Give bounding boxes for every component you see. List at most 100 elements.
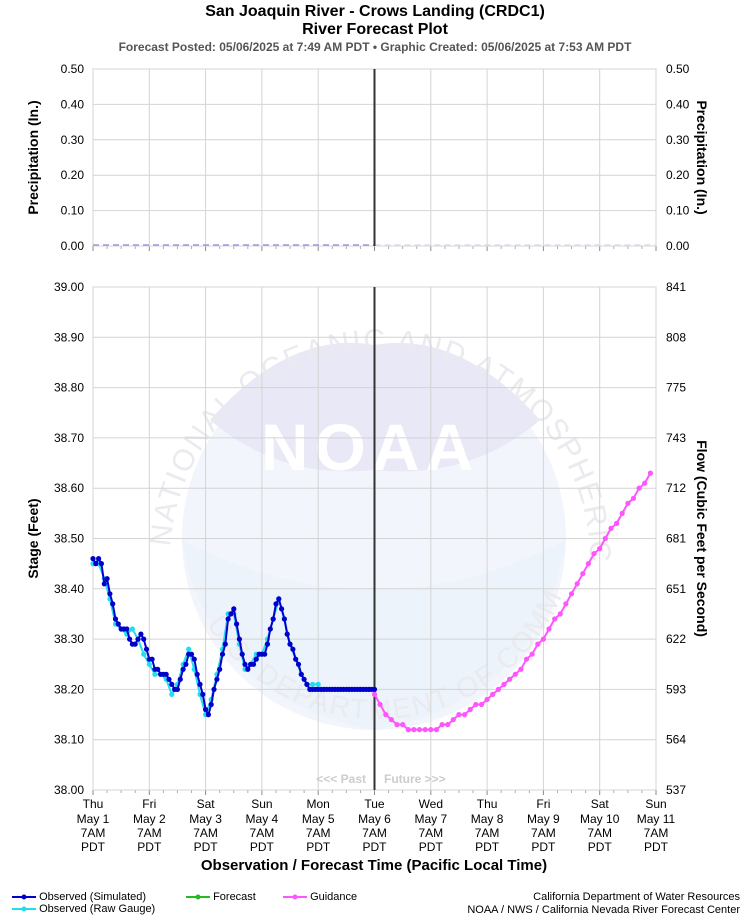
series-point-observed-simulated [163,671,169,677]
posted-info: Forecast Posted: 05/06/2025 at 7:49 AM P… [118,40,632,54]
series-point-guidance [557,611,563,617]
series-point-guidance [478,701,485,708]
stage-ytick-label: 38.00 [54,783,84,797]
precip-ytick-label-right: 0.40 [666,97,690,111]
stage-ytick-label-right: 681 [666,532,686,546]
observed-sim-marker-icon [12,894,36,900]
x-tick-date: May 1 [77,812,110,826]
series-point-observed-simulated [191,656,197,662]
x-tick-date: May 5 [302,812,335,826]
x-tick-tz: PDT [644,840,669,854]
series-point-observed-simulated [169,681,175,688]
stage-ytick-label-right: 808 [666,330,686,344]
x-tick-tz: PDT [137,840,162,854]
series-point-guidance [411,727,417,733]
x-tick-time: 7AM [306,826,331,840]
precip-ytick-label: 0.50 [61,62,85,76]
series-point-guidance [642,480,648,486]
series-point-observed-simulated [174,686,180,693]
series-point-observed-simulated [234,621,240,627]
x-tick-tz: PDT [419,840,444,854]
series-point-guidance [535,641,541,647]
series-point-guidance [614,520,620,527]
series-point-guidance [371,691,378,698]
legend-forecast-label: Forecast [213,891,256,903]
x-tick-time: 7AM [587,826,612,840]
series-point-guidance [602,535,608,542]
series-point-observed-simulated [203,706,209,713]
future-label: Future >>> [384,772,446,786]
stage-ytick-label: 38.20 [54,682,84,696]
series-point-guidance [467,706,473,713]
series-point-guidance [416,727,423,733]
series-point-observed-simulated [236,636,242,642]
series-point-guidance [552,616,558,622]
series-point-observed-simulated [177,676,183,682]
series-point-guidance [433,727,439,733]
series-point-observed-simulated [245,666,251,672]
series-point-guidance [383,712,389,718]
series-point-observed-simulated [287,641,293,647]
series-point-guidance [495,686,501,693]
series-point-observed-simulated [214,676,220,682]
series-point-guidance [597,546,603,552]
series-point-observed-simulated [219,651,226,657]
series-point-observed-simulated [276,596,282,602]
series-point-observed-simulated [270,616,276,622]
series-point-guidance [428,727,434,733]
series-point-observed-simulated [96,556,102,562]
series-point-observed-simulated [290,646,296,652]
noaa-logo-text: NOAA [261,410,479,484]
x-tick-tz: PDT [531,840,556,854]
series-point-observed-simulated [267,626,273,632]
x-tick-tz: PDT [194,840,219,854]
series-point-observed-simulated [293,656,299,662]
series-point-guidance [647,470,654,476]
series-point-observed-simulated [135,636,141,642]
observed-raw-marker-icon [12,906,36,912]
series-point-observed-simulated [166,676,172,682]
series-point-observed-simulated [279,606,285,612]
stage-ylabel-right: Flow (Cubic Feet per Second) [694,440,710,637]
precip-ytick-label: 0.20 [61,168,85,182]
series-point-observed-simulated [205,712,211,718]
series-point-guidance [568,591,575,597]
series-point-guidance [591,551,597,557]
chart-subtitle: River Forecast Plot [302,21,448,38]
series-point-observed-simulated [371,686,378,693]
series-point-guidance [630,495,637,501]
series-point-observed-raw-gauge [310,681,316,688]
series-point-observed-simulated [180,666,186,672]
precipitation-panel: 0.00 0.00 0.10 0.10 0.20 0.20 0.30 0.30 0.40 0.40… [25,62,710,253]
series-point-guidance [388,717,394,723]
series-point-guidance [484,696,490,703]
legend-observed-sim-label: Observed (Simulated) [39,891,147,903]
series-point-observed-simulated [110,601,116,607]
precip-ytick-label: 0.00 [61,239,85,253]
series-point-observed-simulated [295,661,302,667]
stage-ytick-label-right: 593 [666,682,686,696]
x-axis-label: Observation / Forecast Time (Pacific Loc… [201,857,547,874]
x-tick-day: Sat [197,797,216,811]
stage-ytick-label: 38.80 [54,381,84,395]
x-tick-tz: PDT [363,840,388,854]
x-tick-time: 7AM [250,826,275,840]
series-point-observed-simulated [211,686,217,693]
legend-observed-raw-label: Observed (Raw Gauge) [39,903,156,915]
series-point-observed-simulated [304,681,310,688]
series-point-observed-simulated [138,631,144,637]
stage-ytick-label: 38.10 [54,733,84,747]
series-point-observed-simulated [149,656,155,662]
series-point-observed-simulated [228,611,234,617]
noaa-watermark: NOAA NATIONAL OCEANIC AND ATMOSPHERIC AD… [0,0,614,730]
series-point-observed-simulated [284,631,290,637]
x-tick-day: Wed [419,797,443,811]
x-tick-time: 7AM [362,826,387,840]
series-point-observed-simulated [143,646,150,652]
series-point-guidance [585,561,592,567]
series-point-guidance [608,525,614,532]
x-tick-time: 7AM [644,826,669,840]
series-point-guidance [529,651,535,657]
precip-ytick-label-right: 0.10 [666,204,690,218]
series-point-guidance [490,691,496,698]
